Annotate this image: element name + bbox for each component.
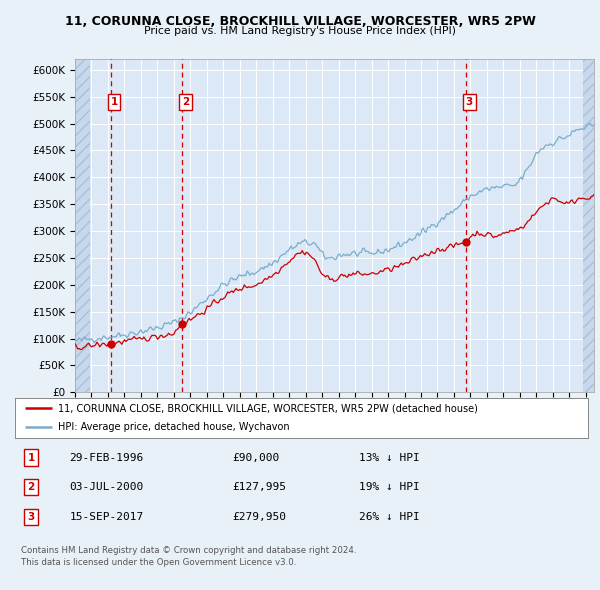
Text: 1: 1 <box>110 97 118 107</box>
Text: £90,000: £90,000 <box>233 453 280 463</box>
Text: 13% ↓ HPI: 13% ↓ HPI <box>359 453 419 463</box>
Bar <box>583 59 594 392</box>
Text: 19% ↓ HPI: 19% ↓ HPI <box>359 483 419 492</box>
Text: 2: 2 <box>182 97 190 107</box>
Text: 15-SEP-2017: 15-SEP-2017 <box>70 512 143 522</box>
Text: 26% ↓ HPI: 26% ↓ HPI <box>359 512 419 522</box>
Text: 03-JUL-2000: 03-JUL-2000 <box>70 483 143 492</box>
Text: £279,950: £279,950 <box>233 512 287 522</box>
Text: Contains HM Land Registry data © Crown copyright and database right 2024.
This d: Contains HM Land Registry data © Crown c… <box>21 546 356 566</box>
Text: Price paid vs. HM Land Registry's House Price Index (HPI): Price paid vs. HM Land Registry's House … <box>144 26 456 36</box>
Text: 3: 3 <box>466 97 473 107</box>
Text: 3: 3 <box>28 512 35 522</box>
Text: 2: 2 <box>28 483 35 492</box>
Text: 11, CORUNNA CLOSE, BROCKHILL VILLAGE, WORCESTER, WR5 2PW (detached house): 11, CORUNNA CLOSE, BROCKHILL VILLAGE, WO… <box>58 404 478 414</box>
Text: 11, CORUNNA CLOSE, BROCKHILL VILLAGE, WORCESTER, WR5 2PW: 11, CORUNNA CLOSE, BROCKHILL VILLAGE, WO… <box>65 15 535 28</box>
Text: HPI: Average price, detached house, Wychavon: HPI: Average price, detached house, Wych… <box>58 422 290 432</box>
Bar <box>75 59 90 392</box>
Text: 29-FEB-1996: 29-FEB-1996 <box>70 453 143 463</box>
Text: 1: 1 <box>28 453 35 463</box>
Text: £127,995: £127,995 <box>233 483 287 492</box>
